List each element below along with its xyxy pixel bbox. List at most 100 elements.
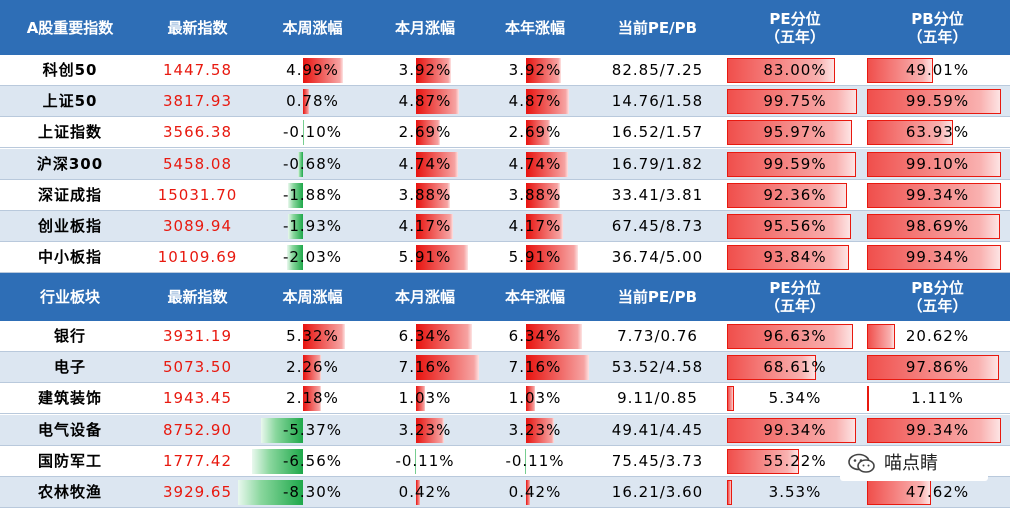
sector_table-name: 银行 [53, 327, 86, 345]
percentile-bar [727, 58, 835, 83]
index_table-price: 15031.70 [157, 185, 238, 204]
sector_table-month-cell: 1.03% [370, 383, 480, 413]
percentile-bar [727, 417, 857, 443]
index_table-month-value: 4.87% [398, 92, 452, 111]
sector_table-header-cell: 本周涨幅 [282, 288, 343, 306]
index_table-header-cell: 当前PE/PB [617, 18, 698, 37]
sector_table-pepb: 9.11/0.85 [617, 389, 698, 408]
index_table-pb_pct-cell: 63.93% [865, 117, 1010, 147]
percentile-bar [867, 355, 1000, 381]
index_table-pb_pct-value: 99.34% [905, 185, 970, 204]
index_table-week-value: 0.78% [286, 92, 339, 111]
index_table-pe_pct-cell: 99.59% [725, 149, 865, 179]
index_table-week-cell: 0.78% [255, 86, 370, 116]
gain-bar [303, 89, 310, 115]
sector_table-header-cell: PE分位 （五年） [764, 279, 825, 315]
percentile-bar [867, 182, 1002, 208]
index_table-week-value: -0.10% [282, 123, 343, 142]
sector_table-pepb: 53.52/4.58 [611, 358, 704, 377]
sector_table-week-value: 2.26% [286, 358, 339, 377]
index_table-header-cell: 本月涨幅 [394, 18, 455, 37]
sector_table-row: 银行 3931.19 5.32% 6.34% 6.34% 7.73/0.76 96.63% 2… [0, 321, 1010, 352]
gain-bar [416, 120, 440, 146]
sector_table-pepb: 49.41/4.45 [611, 420, 704, 439]
gain-bar [526, 480, 530, 505]
sector_table-pb_pct-value: 99.34% [905, 420, 970, 439]
sector_table-week-value: -5.37% [282, 420, 343, 439]
sector_table-pe_pct-cell: 96.63% [725, 321, 865, 351]
gain-bar [526, 355, 589, 381]
sector_table-year-value: 6.34% [508, 327, 562, 345]
loss-bar [288, 182, 304, 208]
sector_table-month-value: 6.34% [398, 327, 452, 345]
index_table-row: 创业板指 3089.94 -1.93% 4.17% 4.17% 67.45/8.73 95.… [0, 211, 1010, 242]
sector_table-pe_pct-cell: 5.34% [725, 383, 865, 413]
index_table-pe_pct-value: 93.84% [763, 248, 827, 267]
watermark: 喵点睛 [840, 447, 988, 481]
sector_table-year-value: 1.03% [508, 389, 562, 408]
sector_table-pe_pct-value: 99.34% [763, 420, 827, 439]
gain-bar [416, 355, 479, 381]
sector_table-week-value: 5.32% [286, 327, 339, 345]
index_table-pb_pct-value: 99.59% [905, 92, 970, 111]
gain-bar [526, 324, 582, 349]
percentile-bar [727, 386, 734, 412]
sector_table-pb_pct-cell: 1.11% [865, 383, 1010, 413]
sector_table-pb_pct-value: 97.86% [905, 358, 970, 377]
percentile-bar [727, 245, 849, 271]
index_table-month-cell: 4.74% [370, 149, 480, 179]
gain-bar [416, 480, 420, 505]
percentile-bar [867, 214, 1001, 239]
sector_table-year-cell: 3.23% [480, 415, 590, 445]
index_table-pepb: 36.74/5.00 [611, 248, 704, 267]
sector_table-price: 8752.90 [162, 420, 233, 439]
index_table-name: 深证成指 [37, 185, 102, 204]
index_table-month-value: 3.92% [398, 61, 452, 79]
index_table-pb_pct-cell: 99.34% [865, 180, 1010, 210]
index_table-pb_pct-cell: 99.34% [865, 242, 1010, 272]
index_table-pe_pct-cell: 83.00% [725, 55, 865, 85]
index_table-week-value: 4.99% [286, 61, 339, 79]
sector_table-month-value: 0.42% [398, 483, 452, 501]
sector_table-pb_pct-value: 20.62% [905, 327, 970, 345]
index_table-header-cell: A股重要指数 [26, 18, 114, 37]
loss-bar [251, 448, 304, 474]
percentile-bar [867, 151, 1001, 177]
sector_table-pe_pct-value: 68.61% [763, 358, 827, 377]
gain-bar [526, 58, 561, 83]
sector_table-header-cell: 行业板块 [39, 288, 100, 306]
index_table-year-cell: 4.17% [480, 211, 590, 241]
sector_table-row: 电气设备 8752.90 -5.37% 3.23% 3.23% 49.41/4.45 99.… [0, 414, 1010, 446]
gain-bar [416, 182, 451, 208]
index_table-name: 创业板指 [37, 217, 102, 235]
sector_table-price: 1777.42 [162, 451, 233, 470]
index_table-month-value: 2.69% [398, 123, 452, 142]
index_table-header-cell: 本周涨幅 [282, 18, 343, 37]
gain-bar [303, 386, 321, 412]
index_table-month-value: 5.91% [398, 248, 452, 267]
sector_table-row: 电子 5073.50 2.26% 7.16% 7.16% 53.52/4.58 68.61%… [0, 352, 1010, 384]
gain-bar [526, 214, 563, 239]
index_table-row: 中小板指 10109.69 -2.03% 5.91% 5.91% 36.74/5.00 93… [0, 242, 1010, 274]
index_table-week-cell: 4.99% [255, 55, 370, 85]
sector_table-year-cell: 6.34% [480, 321, 590, 351]
percentile-bar [727, 120, 852, 146]
index_table-year-value: 3.88% [508, 185, 562, 204]
index_table-week-cell: -0.68% [255, 149, 370, 179]
percentile-bar [727, 355, 817, 381]
sector_table-name: 电子 [53, 358, 86, 377]
index_table-month-cell: 4.87% [370, 86, 480, 116]
sector_table-pe_pct-value: 5.34% [768, 389, 822, 408]
sector_table-pe_pct-cell: 55.22% [725, 446, 865, 476]
index_table-week-cell: -1.93% [255, 211, 370, 241]
gain-bar [526, 386, 536, 412]
sector_table-month-value: 1.03% [398, 389, 452, 408]
percentile-bar [727, 324, 853, 349]
sector_table-header-cell: 本月涨幅 [394, 288, 455, 306]
index_table-header-cell: 最新指数 [167, 18, 228, 37]
index_table-pe_pct-cell: 93.84% [725, 242, 865, 272]
gain-bar [303, 58, 343, 83]
sector_table-pepb: 16.21/3.60 [611, 483, 704, 501]
index_table-pepb: 67.45/8.73 [611, 217, 704, 235]
sector_table-pb_pct-value: 47.62% [905, 483, 970, 501]
